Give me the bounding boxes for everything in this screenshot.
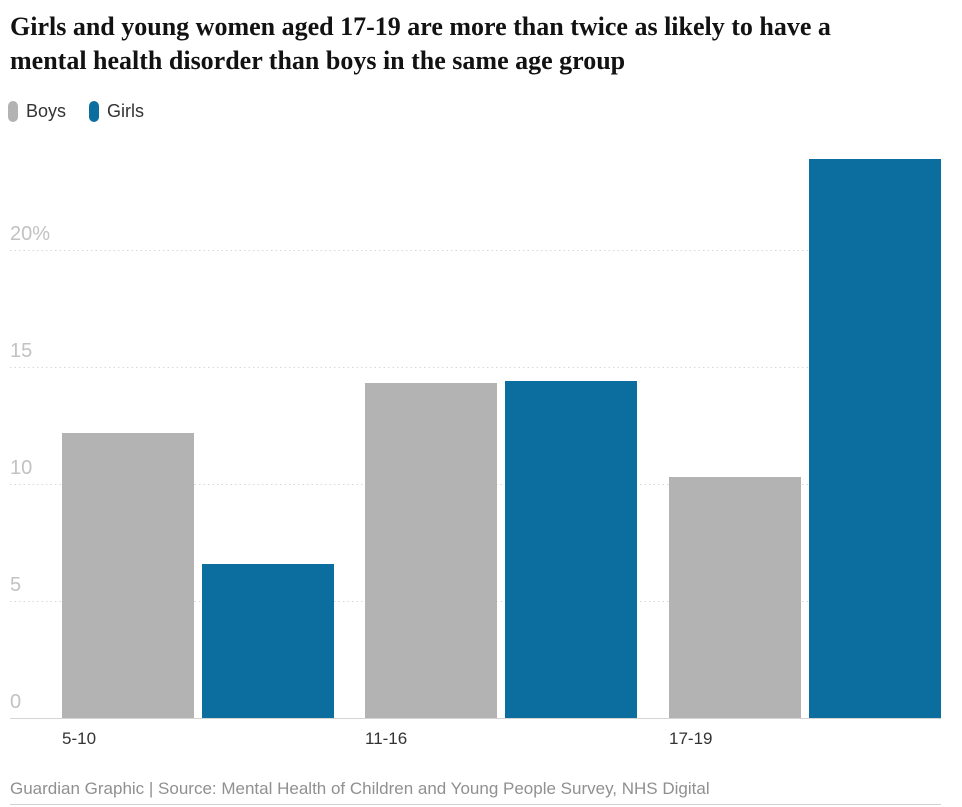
y-tick-label-15: 15 [10, 340, 33, 362]
chart-title-line-2: mental health disorder than boys in the … [10, 46, 626, 75]
legend-label-girls: Girls [107, 101, 145, 121]
y-tick-label-20: 20% [10, 223, 51, 245]
bar-girls-11-16 [505, 381, 637, 718]
legend-swatch-girls [89, 100, 100, 122]
gridline-20 [10, 250, 941, 251]
x-axis-label-17-19: 17-19 [669, 729, 713, 748]
x-axis-label-11-16: 11-16 [365, 729, 408, 748]
bar-boys-11-16 [365, 383, 497, 718]
legend-label-boys: Boys [26, 101, 67, 121]
x-axis-label-5-10: 5-10 [62, 729, 97, 748]
bar-boys-5-10 [62, 433, 194, 718]
chart-title-line-1: Girls and young women aged 17-19 are mor… [10, 12, 831, 41]
y-tick-label-0: 0 [10, 691, 22, 713]
legend-item-girls: Girls [89, 99, 144, 123]
bar-boys-17-19 [669, 477, 801, 718]
chart-title: Girls and young women aged 17-19 are mor… [10, 10, 955, 78]
x-axis-baseline [10, 718, 941, 719]
bar-girls-5-10 [202, 564, 334, 718]
gridline-15 [10, 367, 941, 368]
bottom-divider [10, 804, 941, 805]
bar-girls-17-19 [809, 159, 941, 718]
legend: Boys Girls [8, 99, 167, 123]
legend-item-boys: Boys [8, 99, 66, 123]
legend-swatch-boys [8, 100, 18, 122]
y-tick-label-10: 10 [10, 457, 33, 479]
source-caption: Guardian Graphic | Source: Mental Health… [10, 779, 710, 798]
y-tick-label-5: 5 [10, 574, 22, 596]
